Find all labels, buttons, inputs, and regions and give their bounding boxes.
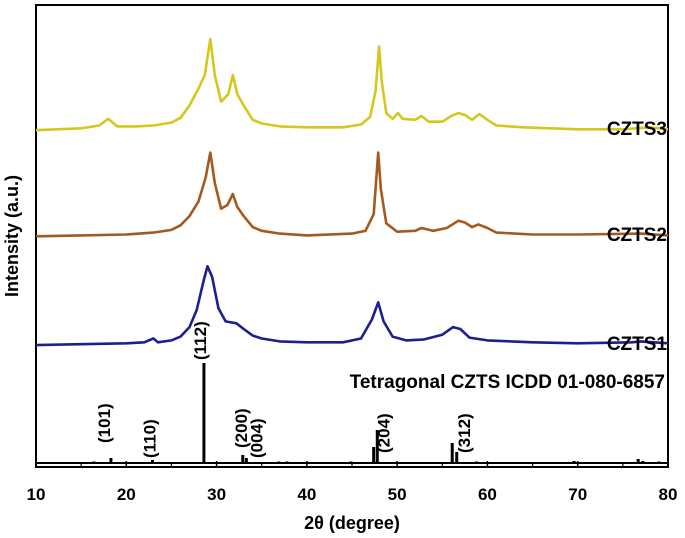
x-tick-label: 50 <box>388 485 407 504</box>
x-tick-label: 30 <box>207 485 226 504</box>
hkl-label: (112) <box>191 321 210 360</box>
series-line-czts3 <box>35 37 669 132</box>
x-tick-label: 20 <box>117 485 136 504</box>
series-label-czts2: CZTS2 <box>607 225 667 246</box>
hkl-label: (312) <box>455 413 474 453</box>
x-tick-label: 60 <box>478 485 497 504</box>
plot-frame <box>35 4 669 468</box>
series-label-czts1: CZTS1 <box>607 334 668 355</box>
x-tick-label: 40 <box>297 485 316 504</box>
hkl-label: (200) <box>232 408 251 448</box>
reference-pattern: (101) (110) (112) (200)(004) (204) (312) <box>36 321 668 464</box>
y-axis-title: Intensity (a.u.) <box>2 175 22 297</box>
hkl-label: (004) <box>247 418 266 458</box>
series-group: CZTS3 CZTS2 CZTS1 <box>35 37 669 355</box>
x-axis: 10 20 30 40 50 60 70 80 <box>27 461 678 504</box>
hkl-label: (204) <box>375 413 394 453</box>
x-tick-label: 70 <box>568 485 587 504</box>
x-axis-title: 2θ (degree) <box>304 513 400 533</box>
x-tick-label: 10 <box>27 485 46 504</box>
reference-title: Tetragonal CZTS ICDD 01-080-6857 <box>350 372 665 393</box>
x-tick-label: 80 <box>659 485 678 504</box>
hkl-label: (101) <box>95 403 114 443</box>
series-line-czts1 <box>35 265 669 347</box>
hkl-label: (110) <box>141 419 160 458</box>
series-line-czts2 <box>35 151 669 238</box>
series-label-czts3: CZTS3 <box>607 119 667 140</box>
